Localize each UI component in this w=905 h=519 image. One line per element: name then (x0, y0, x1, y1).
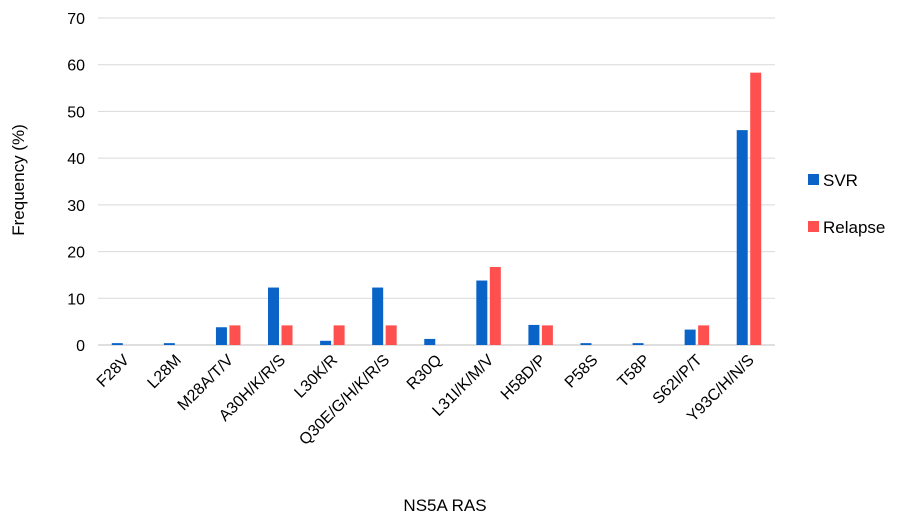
bar-svr-8 (528, 324, 540, 345)
bar-svr-3 (268, 287, 280, 345)
legend-swatch-svr (808, 174, 819, 185)
bar-svr-2 (215, 327, 227, 345)
x-tick-label: T58P (615, 352, 654, 391)
legend-label-relapse: Relapse (823, 218, 885, 237)
x-tick-label: P58S (562, 352, 602, 392)
y-axis-ticks: 0 10 20 30 40 50 60 70 (67, 11, 85, 355)
bar-relapse-3 (281, 325, 293, 345)
bar-relapse-4 (333, 325, 345, 345)
bar-svr-5 (372, 287, 384, 345)
y-tick-label: 10 (67, 291, 85, 308)
bar-svr-9 (580, 343, 592, 345)
bar-relapse-11 (698, 325, 710, 345)
bar-relapse-2 (229, 325, 241, 345)
x-tick-label: L30K/R (291, 352, 341, 402)
bar-svr-7 (476, 280, 488, 345)
y-tick-label: 60 (67, 58, 85, 75)
bar-svr-1 (163, 343, 175, 345)
bar-svr-4 (320, 340, 332, 345)
bar-relapse-7 (489, 266, 501, 345)
y-axis-label: Frequency (%) (9, 124, 28, 235)
x-tick-label: L28M (145, 352, 185, 392)
bars (111, 72, 762, 346)
legend-swatch-relapse (808, 221, 819, 232)
x-tick-label: F28V (94, 352, 133, 391)
bar-svr-12 (736, 130, 748, 345)
y-tick-label: 30 (67, 198, 85, 215)
legend-label-svr: SVR (823, 171, 858, 190)
bar-relapse-5 (385, 325, 397, 345)
bar-svr-6 (424, 338, 436, 345)
bar-relapse-12 (750, 72, 762, 346)
bar-relapse-8 (541, 325, 553, 345)
x-tick-label: Q30E/G/H/K/R/S (296, 352, 393, 449)
bar-svr-11 (684, 329, 696, 345)
y-tick-label: 0 (76, 338, 85, 355)
x-tick-label: H58D/P (498, 352, 550, 404)
bar-svr-10 (632, 343, 644, 345)
bar-svr-0 (111, 343, 123, 345)
x-axis-label: NS5A RAS (403, 496, 486, 515)
y-tick-label: 20 (67, 245, 85, 262)
gridlines (98, 17, 775, 346)
legend: SVR Relapse (808, 171, 885, 237)
y-tick-label: 70 (67, 11, 85, 28)
y-tick-label: 40 (67, 151, 85, 168)
x-tick-label: R30Q (404, 352, 446, 394)
y-tick-label: 50 (67, 104, 85, 121)
